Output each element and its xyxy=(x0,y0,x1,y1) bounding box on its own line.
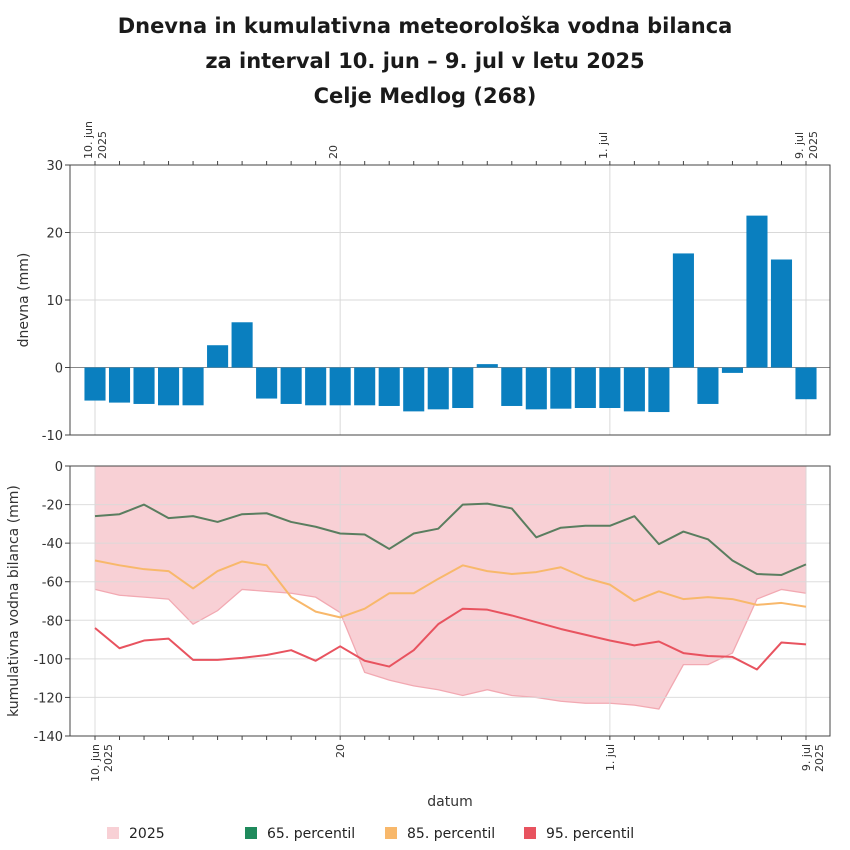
cumulative-x-tick-year: 2025 xyxy=(102,744,115,772)
daily-bar xyxy=(501,367,523,406)
area-2025-edge xyxy=(94,588,807,710)
daily-bar xyxy=(672,253,694,368)
daily-bar xyxy=(158,367,180,406)
cumulative-balance-panel: -140-120-100-80-60-40-200 10. jun 2025 20 1… xyxy=(6,460,831,782)
daily-bars xyxy=(84,215,817,413)
daily-bar xyxy=(378,367,400,406)
percentile-85-line xyxy=(94,559,807,619)
daily-bar xyxy=(525,367,547,410)
daily-bar xyxy=(108,367,131,403)
daily-bar xyxy=(403,367,425,412)
daily-bar xyxy=(329,367,351,406)
daily-bar xyxy=(231,322,253,368)
daily-bar xyxy=(182,367,204,406)
daily-bar xyxy=(133,367,155,404)
daily-x-tick-label: 9. jul xyxy=(793,132,806,159)
daily-y-tick-label: 30 xyxy=(46,159,63,174)
cumulative-y-tick-label: -140 xyxy=(33,730,63,745)
legend-item-p65: 65. percentil xyxy=(245,826,355,842)
daily-x-tick-label: 1. jul xyxy=(597,132,610,159)
legend-label: 2025 xyxy=(129,826,165,842)
percentile-95-line xyxy=(94,607,807,671)
daily-x-ticks: 10. jun 2025 20 1. jul 9. jul 2025 xyxy=(82,121,820,159)
daily-bar xyxy=(599,367,621,408)
legend-label: 65. percentil xyxy=(267,826,355,842)
legend-item-2025: 2025 xyxy=(107,826,165,842)
daily-bar xyxy=(623,367,645,412)
daily-bar xyxy=(84,367,106,401)
daily-y-tick-label: 0 xyxy=(55,362,63,377)
cumulative-area-2025 xyxy=(94,466,807,710)
cumulative-y-tick-label: -120 xyxy=(33,691,63,706)
daily-y-tick-label: -10 xyxy=(42,429,63,444)
daily-y-tick-label: 10 xyxy=(46,294,63,309)
daily-x-tick-year: 2025 xyxy=(96,131,109,159)
daily-y-tick-label: 20 xyxy=(46,227,63,242)
cumulative-x-tick-year: 2025 xyxy=(813,744,826,772)
cumulative-x-tick-label: 9. jul xyxy=(800,744,813,771)
daily-bar xyxy=(770,259,793,368)
chart-title-line-1: Dnevna in kumulativna meteorološka vodna… xyxy=(118,14,733,38)
percentile-65-line xyxy=(94,502,807,576)
daily-bar xyxy=(746,215,768,368)
legend-swatch xyxy=(385,827,397,839)
legend-swatch xyxy=(524,827,536,839)
daily-bar xyxy=(280,367,302,404)
cumulative-y-axis-title: kumulativna vodna bilanca (mm) xyxy=(6,485,22,717)
daily-x-tick-label: 20 xyxy=(327,145,340,159)
cumulative-x-tick-label: 20 xyxy=(334,744,347,758)
chart-title-line-3: Celje Medlog (268) xyxy=(314,84,537,108)
cumulative-x-ticks: 10. jun 2025 20 1. jul 9. jul 2025 xyxy=(89,744,826,782)
daily-bar xyxy=(648,367,670,413)
cumulative-y-tick-label: -100 xyxy=(33,653,63,668)
chart-title-line-2: za interval 10. jun – 9. jul v letu 2025 xyxy=(205,49,644,73)
daily-bar xyxy=(697,367,719,404)
daily-bar xyxy=(256,367,278,399)
daily-bar xyxy=(721,367,743,373)
daily-bar xyxy=(207,345,229,368)
legend-item-p85: 85. percentil xyxy=(385,826,495,842)
legend-label: 85. percentil xyxy=(407,826,495,842)
daily-bar xyxy=(305,367,327,406)
cumulative-y-ticks: -140 -120 -100 -80 -60 -40 -20 0 xyxy=(33,460,70,745)
daily-x-tick-year: 2025 xyxy=(807,131,820,159)
daily-bar xyxy=(354,367,376,406)
daily-bar xyxy=(795,367,817,400)
legend-swatch xyxy=(107,827,119,839)
daily-bar xyxy=(550,367,572,409)
legend-swatch xyxy=(245,827,257,839)
cumulative-x-tick-label: 10. jun xyxy=(89,744,102,782)
x-axis-title: datum xyxy=(427,794,472,810)
cumulative-y-tick-label: -80 xyxy=(42,614,63,629)
daily-y-ticks: -10 0 10 20 30 xyxy=(42,159,70,444)
daily-bar xyxy=(452,367,474,408)
percentile-lines xyxy=(94,502,807,671)
cumulative-y-tick-label: -40 xyxy=(42,537,63,552)
daily-y-axis-title: dnevna (mm) xyxy=(16,253,32,348)
area-2025-fill xyxy=(95,466,806,709)
cumulative-panel-frame xyxy=(69,465,831,737)
legend: 2025 65. percentil 85. percentil 95. percen… xyxy=(107,826,634,842)
legend-item-p95: 95. percentil xyxy=(524,826,634,842)
daily-bar xyxy=(476,364,498,368)
daily-bar xyxy=(574,367,596,408)
cumulative-y-tick-label: -60 xyxy=(42,576,63,591)
daily-x-tick-label: 10. jun xyxy=(82,121,95,159)
cumulative-y-tick-label: -20 xyxy=(42,499,63,514)
cumulative-x-tick-label: 1. jul xyxy=(604,744,617,771)
cumulative-y-tick-label: 0 xyxy=(55,460,63,475)
legend-label: 95. percentil xyxy=(546,826,634,842)
daily-bar xyxy=(427,367,449,410)
